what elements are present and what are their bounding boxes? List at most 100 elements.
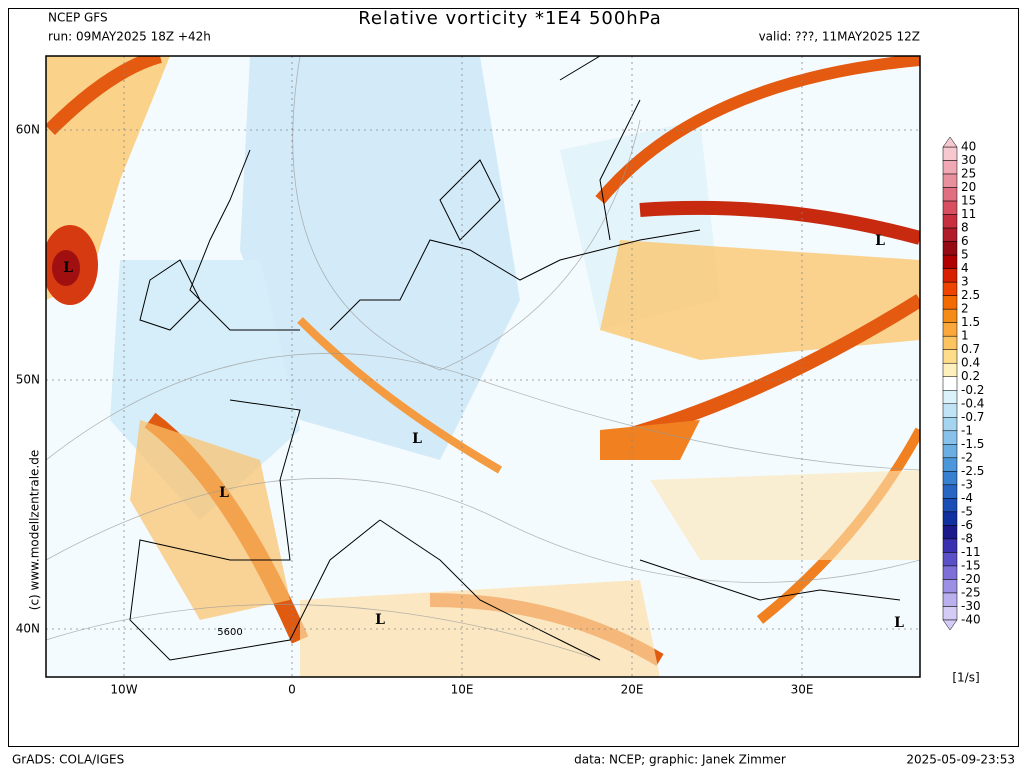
model-label: NCEP GFS <box>48 11 108 25</box>
colorbar-swatch <box>942 484 958 499</box>
colorbar-label: -2 <box>961 450 973 464</box>
colorbar-end <box>942 136 958 148</box>
low-marker: L <box>63 260 73 276</box>
colorbar-swatch <box>942 200 958 215</box>
colorbar-label: 6 <box>961 234 969 248</box>
colorbar-label: -11 <box>961 545 981 559</box>
colorbar-label: -3 <box>961 477 973 491</box>
colorbar-swatch <box>942 187 958 202</box>
colorbar-label: 5 <box>961 248 969 262</box>
colorbar-label: 2.5 <box>961 288 980 302</box>
colorbar-swatch <box>942 146 958 161</box>
colorbar-label: 11 <box>961 207 976 221</box>
low-marker: L <box>412 431 422 447</box>
colorbar-label: 40 <box>961 140 976 154</box>
outer-frame <box>8 8 1019 747</box>
colorbar-label: -8 <box>961 531 973 545</box>
credit: (c) www.modellzentrale.de <box>28 450 42 610</box>
colorbar-label: 25 <box>961 167 976 181</box>
contour-label: 5600 <box>217 627 242 638</box>
colorbar-label: -2.5 <box>961 464 984 478</box>
colorbar-label: -20 <box>961 572 981 586</box>
run-label: run: 09MAY2025 18Z +42h <box>48 30 211 44</box>
footer-left: GrADS: COLA/IGES <box>12 753 124 767</box>
colorbar-label: -25 <box>961 585 981 599</box>
colorbar-swatch <box>942 417 958 432</box>
lon-label: 10W <box>110 683 137 697</box>
colorbar-label: -0.2 <box>961 383 984 397</box>
colorbar-label: -30 <box>961 599 981 613</box>
lat-label: 40N <box>16 622 40 636</box>
map-field <box>46 56 920 677</box>
colorbar-label: 4 <box>961 261 969 275</box>
colorbar-swatch <box>942 349 958 364</box>
colorbar-swatch <box>942 295 958 310</box>
colorbar-swatch <box>942 335 958 350</box>
colorbar-label: 20 <box>961 180 976 194</box>
colorbar-label: 1.5 <box>961 315 980 329</box>
colorbar-label: -15 <box>961 558 981 572</box>
colorbar-swatch <box>942 579 958 594</box>
low-marker: L <box>219 485 229 501</box>
colorbar-swatch <box>942 565 958 580</box>
map-frame <box>45 55 921 678</box>
lon-label: 20E <box>621 683 644 697</box>
colorbar-label: 0.7 <box>961 342 980 356</box>
colorbar-label: -6 <box>961 518 973 532</box>
colorbar-swatch <box>942 538 958 553</box>
colorbar-swatch <box>942 498 958 513</box>
colorbar-swatch <box>942 308 958 323</box>
footer-right: 2025-05-09-23:53 <box>906 753 1015 767</box>
colorbar-swatch <box>942 444 958 459</box>
low-marker: L <box>875 233 885 249</box>
colorbar-label: 15 <box>961 194 976 208</box>
colorbar-label: -40 <box>961 613 981 627</box>
colorbar-label: 30 <box>961 153 976 167</box>
colorbar-label: -1 <box>961 423 973 437</box>
lon-label: 0 <box>288 683 296 697</box>
colorbar-swatch <box>942 268 958 283</box>
colorbar-unit: [1/s] <box>952 671 979 685</box>
colorbar-label: 0.2 <box>961 369 980 383</box>
colorbar-label: -5 <box>961 504 973 518</box>
colorbar-swatch <box>942 606 958 621</box>
colorbar-swatch <box>942 241 958 256</box>
colorbar-swatch <box>942 254 958 269</box>
low-marker: L <box>375 612 385 628</box>
colorbar-swatch <box>942 390 958 405</box>
colorbar-label: -0.4 <box>961 396 984 410</box>
lat-label: 60N <box>16 123 40 137</box>
colorbar-label: 0.4 <box>961 356 980 370</box>
colorbar-swatch <box>942 592 958 607</box>
colorbar-swatch <box>942 281 958 296</box>
colorbar-swatch <box>942 214 958 229</box>
lat-label: 50N <box>16 373 40 387</box>
colorbar-label: 2 <box>961 302 969 316</box>
lon-label: 30E <box>791 683 814 697</box>
low-marker: L <box>894 615 904 631</box>
colorbar-label: -1.5 <box>961 437 984 451</box>
colorbar-label: 8 <box>961 221 969 235</box>
colorbar-swatch <box>942 430 958 445</box>
colorbar-label: 1 <box>961 329 969 343</box>
colorbar-swatch <box>942 160 958 175</box>
colorbar-swatch <box>942 227 958 242</box>
colorbar-swatch <box>942 525 958 540</box>
colorbar-label: -4 <box>961 491 973 505</box>
valid-label: valid: ???, 11MAY2025 12Z <box>759 30 920 44</box>
footer-center: data: NCEP; graphic: Janek Zimmer <box>574 753 786 767</box>
colorbar-swatch <box>942 457 958 472</box>
lon-label: 10E <box>451 683 474 697</box>
colorbar-swatch <box>942 362 958 377</box>
colorbar-swatch <box>942 403 958 418</box>
colorbar-swatch <box>942 173 958 188</box>
colorbar-swatch <box>942 511 958 526</box>
colorbar-swatch <box>942 471 958 486</box>
colorbar-end <box>942 619 958 631</box>
colorbar-swatch <box>942 552 958 567</box>
map-title: Relative vorticity *1E4 500hPa <box>358 8 662 29</box>
colorbar-label: 3 <box>961 275 969 289</box>
colorbar-label: -0.7 <box>961 410 984 424</box>
